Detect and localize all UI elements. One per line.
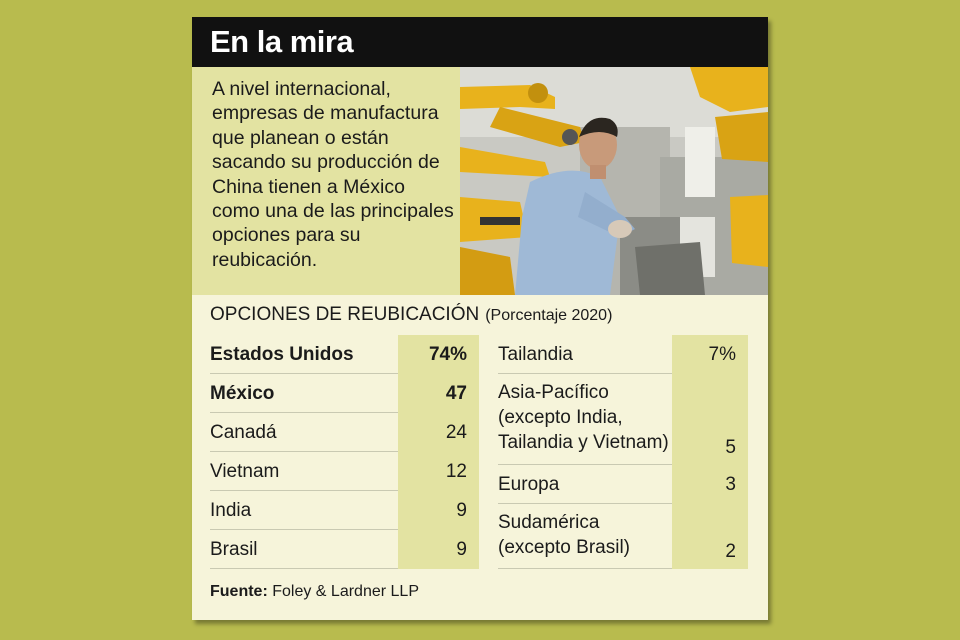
row-label: Canadá — [210, 422, 277, 443]
row-label: Europa — [498, 474, 560, 495]
row-value: 9 — [398, 491, 479, 530]
table-row: Sudamérica (excepto Brasil) 2 — [498, 504, 748, 569]
row-value: 47 — [398, 374, 479, 413]
source-text: Foley & Lardner LLP — [272, 583, 419, 600]
page-title: En la mira — [210, 24, 354, 59]
table-row: Canadá 24 — [210, 413, 479, 452]
table-row: Tailandia 7% — [498, 335, 748, 374]
intro-text: A nivel internacional, empresas de manuf… — [212, 78, 454, 271]
table-row: India 9 — [210, 491, 479, 530]
row-value: 5 — [672, 374, 748, 465]
source-note: Fuente: Foley & Lardner LLP — [210, 583, 419, 601]
intro-panel: A nivel internacional, empresas de manuf… — [192, 67, 460, 295]
row-label: México — [210, 383, 275, 404]
table-row: Asia-Pacífico (excepto India, Tailandia … — [498, 374, 748, 465]
row-label: Sudamérica (excepto Brasil) — [498, 512, 630, 558]
row-label: Estados Unidos — [210, 344, 354, 365]
table-subtitle: (Porcentaje 2020) — [485, 307, 613, 324]
infographic-card: En la mira A nivel internacional, empres… — [192, 17, 768, 620]
row-value: 3 — [672, 465, 748, 504]
factory-photo — [460, 67, 768, 295]
row-value: 74% — [398, 335, 479, 374]
row-value: 24 — [398, 413, 479, 452]
row-label: India — [210, 500, 252, 521]
factory-worker-robots-photo — [460, 67, 768, 295]
row-value: 12 — [398, 452, 479, 491]
source-label: Fuente: — [210, 583, 268, 600]
title-bar: En la mira — [192, 17, 768, 67]
table-row: Brasil 9 — [210, 530, 479, 569]
table-row: Europa 3 — [498, 465, 748, 504]
row-label: Vietnam — [210, 461, 280, 482]
row-label: Asia-Pacífico (excepto India, Tailandia … — [498, 382, 669, 453]
row-label: Brasil — [210, 539, 258, 560]
row-label: Tailandia — [498, 344, 573, 365]
table-row: Estados Unidos 74% — [210, 335, 479, 374]
row-value: 7% — [672, 335, 748, 374]
row-value: 9 — [398, 530, 479, 569]
row-value: 2 — [672, 504, 748, 569]
table-row: México 47 — [210, 374, 479, 413]
table-row: Vietnam 12 — [210, 452, 479, 491]
table-heading: OPCIONES DE REUBICACIÓN (Porcentaje 2020) — [210, 304, 612, 326]
table-title: OPCIONES DE REUBICACIÓN — [210, 304, 480, 325]
